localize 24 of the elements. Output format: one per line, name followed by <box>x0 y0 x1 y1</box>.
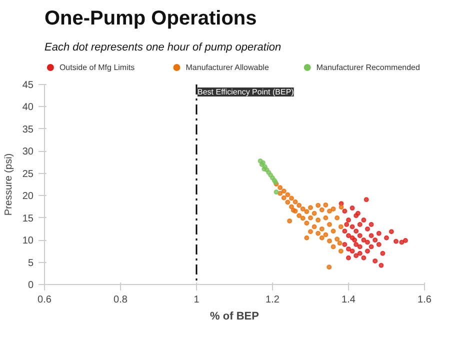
y-tick-label: 20 <box>22 191 34 202</box>
x-tick-label: 0.6 <box>38 294 52 306</box>
x-tick-label: 0.8 <box>114 294 128 306</box>
x-tick-label: 1 <box>194 294 200 306</box>
y-axis-title: Pressure (psi) <box>3 153 14 216</box>
legend-label: Manufacturer Allowable <box>186 63 270 72</box>
y-tick-label: 35 <box>22 124 34 136</box>
x-axis-title: % of BEP <box>210 310 259 322</box>
x-tick-label: 1.4 <box>342 294 356 306</box>
ref-line-label: Best Efficiency Point (BEP) <box>198 88 294 96</box>
y-tick-label: 10 <box>22 236 34 247</box>
x-tick-label: 1.2 <box>266 294 280 306</box>
y-tick-label: 0 <box>28 280 34 291</box>
chart-subtitle: Each dot represents one hour of pump operation <box>44 42 282 54</box>
chart-title: One-Pump Operations <box>44 8 257 30</box>
legend-label: Manufacturer Recommended <box>316 63 420 72</box>
y-tick-label: 5 <box>28 258 34 269</box>
y-tick-label: 40 <box>22 102 34 114</box>
x-tick-label: 1.6 <box>418 294 432 306</box>
y-tick-label: 25 <box>22 168 34 180</box>
legend-label: Outside of Mfg Limits <box>59 63 135 72</box>
y-tick-label: 30 <box>22 146 34 158</box>
y-tick-label: 15 <box>22 213 34 224</box>
y-tick-label: 45 <box>22 80 34 91</box>
